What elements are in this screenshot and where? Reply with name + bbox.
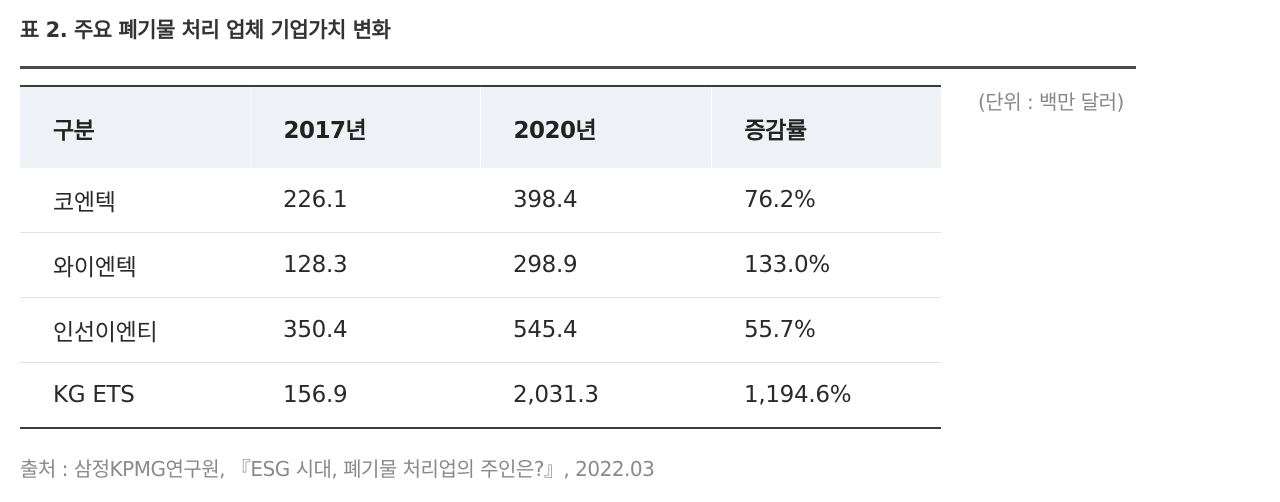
cell-change-rate: 1,194.6% xyxy=(711,362,941,429)
title-divider xyxy=(20,66,1136,69)
data-table: 구분 2017년 2020년 증감률 코엔텍 226.1 398.4 76.2%… xyxy=(20,85,941,429)
cell-2020: 298.9 xyxy=(480,232,711,298)
cell-change-rate: 133.0% xyxy=(711,232,941,298)
source-citation: 출처 : 삼정KPMG연구원, 『ESG 시대, 폐기물 처리업의 주인은?』,… xyxy=(20,457,655,481)
cell-2017: 128.3 xyxy=(250,232,480,298)
cell-2020: 545.4 xyxy=(480,297,711,363)
header-category: 구분 xyxy=(20,86,250,168)
cell-change-rate: 55.7% xyxy=(711,297,941,363)
cell-company: 와이엔텍 xyxy=(20,232,250,298)
cell-company: KG ETS xyxy=(20,362,250,429)
cell-company: 코엔텍 xyxy=(20,168,250,233)
cell-2020: 398.4 xyxy=(480,168,711,233)
table-title: 표 2. 주요 폐기물 처리 업체 기업가치 변화 xyxy=(20,18,391,42)
header-2020: 2020년 xyxy=(479,86,711,168)
unit-label: (단위 : 백만 달러) xyxy=(978,90,1124,114)
header-change-rate: 증감률 xyxy=(710,86,941,168)
cell-company: 인선이엔티 xyxy=(20,297,250,363)
cell-change-rate: 76.2% xyxy=(711,168,941,233)
cell-2017: 350.4 xyxy=(250,297,480,363)
cell-2020: 2,031.3 xyxy=(480,362,711,429)
cell-2017: 226.1 xyxy=(250,168,480,233)
table-row: KG ETS 156.9 2,031.3 1,194.6% xyxy=(20,362,941,429)
table-row: 인선이엔티 350.4 545.4 55.7% xyxy=(20,297,941,363)
table-row: 코엔텍 226.1 398.4 76.2% xyxy=(20,168,941,233)
table-header-row: 구분 2017년 2020년 증감률 xyxy=(20,86,941,168)
table-row: 와이엔텍 128.3 298.9 133.0% xyxy=(20,232,941,298)
cell-2017: 156.9 xyxy=(250,362,480,429)
header-2017: 2017년 xyxy=(249,86,480,168)
